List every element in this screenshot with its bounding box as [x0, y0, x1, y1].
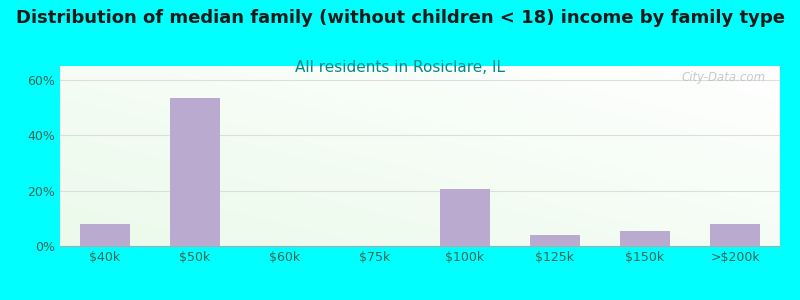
Bar — [170, 98, 220, 246]
Bar — [80, 224, 130, 246]
Text: Distribution of median family (without children < 18) income by family type: Distribution of median family (without c… — [15, 9, 785, 27]
Bar — [530, 235, 580, 246]
Text: City-Data.com: City-Data.com — [682, 71, 766, 84]
Bar — [620, 231, 670, 246]
Text: All residents in Rosiclare, IL: All residents in Rosiclare, IL — [295, 60, 505, 75]
Bar — [710, 224, 760, 246]
Bar — [440, 189, 490, 246]
